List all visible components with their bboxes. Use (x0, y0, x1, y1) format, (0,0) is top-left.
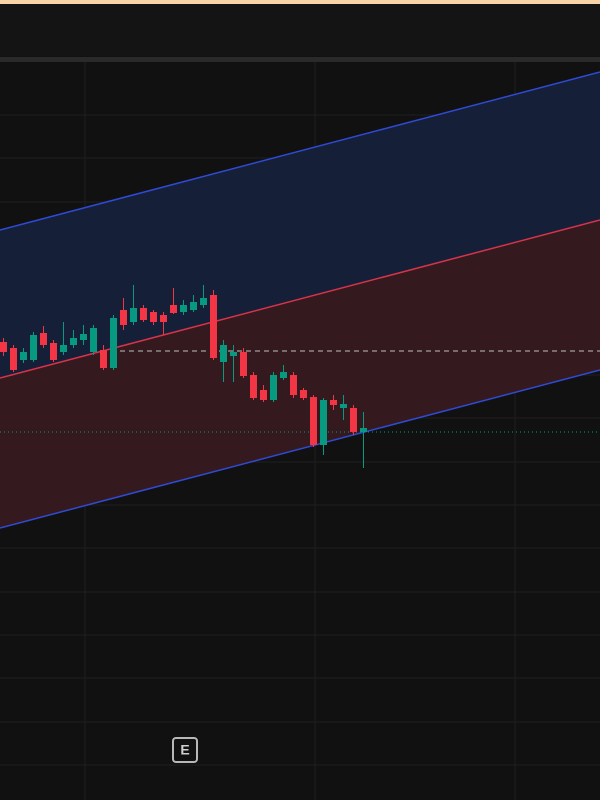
candle-body (140, 308, 147, 320)
candle-body (240, 352, 247, 376)
toolbar (0, 4, 600, 56)
candle-body (40, 333, 47, 345)
candle-body (320, 400, 327, 445)
candle-body (10, 348, 17, 370)
candle-body (180, 305, 187, 312)
candle-body (110, 318, 117, 368)
candle-body (200, 298, 207, 305)
candle-body (300, 390, 307, 398)
candle-body (310, 397, 317, 445)
candle-body (190, 302, 197, 310)
candle-body (100, 350, 107, 368)
candle-body (280, 372, 287, 378)
candle-body (80, 334, 87, 340)
candle-body (170, 305, 177, 313)
candle-body (270, 375, 277, 400)
candle-body (150, 312, 157, 322)
candle-body (350, 408, 357, 432)
candle-body (20, 352, 27, 360)
candle-body (0, 342, 7, 352)
candle-body (250, 375, 257, 398)
top-bar (0, 0, 600, 4)
candle-body (210, 295, 217, 358)
candle-body (220, 345, 227, 362)
candle-body (130, 308, 137, 322)
candle-body (90, 328, 97, 352)
separator (0, 57, 600, 62)
channel-lower-line (0, 369, 600, 529)
candle-body (70, 338, 77, 345)
candle-body (290, 375, 297, 395)
event-label: E (180, 742, 189, 758)
candle-body (230, 352, 237, 356)
channel-upper-line (0, 71, 600, 231)
candle-body (260, 390, 267, 400)
event-badge[interactable] (172, 737, 198, 763)
channel-lower-fill (0, 220, 600, 528)
candle-body (340, 404, 347, 408)
candle-body (60, 345, 67, 352)
candle-body (160, 315, 167, 322)
candle-body (330, 400, 337, 405)
candle-body (360, 428, 367, 432)
candle-body (30, 335, 37, 360)
candle-body (50, 343, 57, 360)
channel-upper-fill (0, 72, 600, 378)
candle-body (120, 310, 127, 325)
